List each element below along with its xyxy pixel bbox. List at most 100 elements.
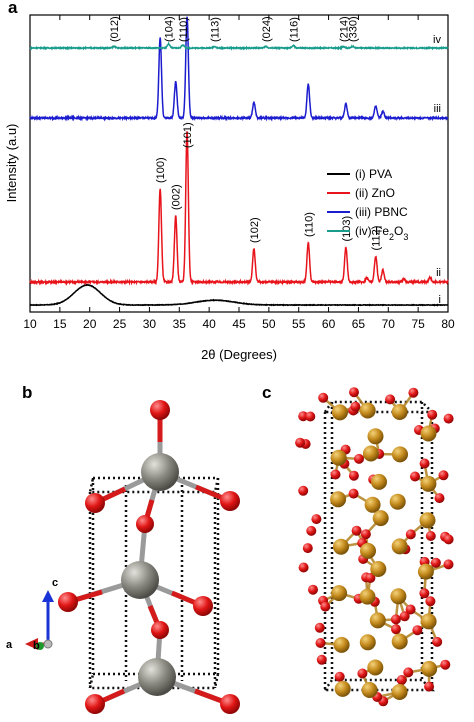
iron-atom [359, 402, 376, 419]
oxygen-atom [320, 601, 331, 612]
iron-atom [359, 634, 376, 651]
oxygen-atom [305, 411, 316, 422]
iron-atom [372, 510, 389, 527]
iron-atom [369, 612, 386, 629]
iron-atom [331, 404, 348, 421]
oxygen-atom [443, 534, 454, 545]
series-tag-iv: iv [433, 34, 441, 46]
series-tag-iii: iii [434, 103, 441, 115]
legend: (i) PVA (ii) ZnO (iii) PBNC (iv) Fe2O3 [327, 167, 408, 242]
oxygen-atom [351, 525, 362, 536]
axis-label-a: a [6, 639, 13, 651]
oxygen-atom [360, 529, 371, 540]
peak-label-layer: (100) (002) (101) (102) (110) (103) (112) (012)… [109, 16, 383, 250]
oxygen-atom [443, 559, 454, 570]
legend-label: (iii) PBNC [355, 205, 408, 219]
oxygen-atom [424, 681, 435, 692]
oxygen-atom [432, 636, 443, 647]
peak-label: (100) [155, 157, 167, 183]
oxygen-atom [298, 485, 309, 496]
peak-label: (110) [178, 17, 190, 42]
oxygen-atom [349, 387, 359, 398]
axis-label-b: b [33, 640, 40, 652]
axis-triad [25, 590, 54, 650]
iron-atom [361, 682, 378, 698]
series-layer [29, 16, 449, 307]
axis-label-c: c [52, 577, 58, 589]
iron-atom [360, 542, 376, 559]
peak-label: (116) [288, 17, 300, 42]
iron-atom [330, 449, 347, 466]
x-tick-label: 20 [83, 317, 97, 331]
x-tick-layer: 10 15 20 25 30 35 40 45 50 55 60 65 70 75 80 [23, 15, 455, 331]
oxygen-atom [399, 611, 410, 622]
x-tick-label: 30 [143, 317, 157, 331]
panel-label-a: a [8, 0, 18, 17]
series-tag-ii: ii [436, 267, 441, 279]
oxygen-atom [443, 413, 454, 424]
oxygen-atom [314, 622, 325, 633]
oxygen-atom [410, 471, 420, 482]
peak-label: (002) [171, 184, 183, 210]
oxygen-atom [425, 531, 436, 541]
x-tick-label: 60 [322, 317, 336, 331]
oxygen-atom [425, 596, 436, 607]
series-line-iii [29, 16, 449, 122]
x-tick-label: 65 [352, 317, 366, 331]
iron-atom [331, 585, 348, 602]
x-tick-label: 15 [53, 317, 67, 331]
oxygen-atom [396, 675, 407, 685]
peak-label: (012) [109, 16, 121, 42]
iron-atom [391, 404, 408, 420]
legend-label: (i) PVA [355, 167, 392, 181]
peak-label: (024) [261, 16, 273, 42]
oxygen-atom [438, 470, 449, 481]
iron-atom [392, 446, 408, 463]
x-axis-label: 2θ (Degrees) [201, 347, 277, 362]
x-tick-label: 75 [411, 317, 425, 331]
iron-atom [420, 613, 437, 630]
oxygen-atom [405, 604, 416, 615]
iron-atom [420, 425, 437, 442]
iron-atom [367, 659, 384, 676]
peak-label: (110) [303, 212, 315, 237]
iron-atom [370, 561, 387, 577]
peak-label: (214) [339, 16, 351, 42]
zno-unit-cell: c a b [6, 400, 240, 714]
oxygen-atom [330, 469, 341, 480]
oxygen-atom [405, 529, 416, 540]
series-line-i [29, 283, 449, 307]
x-tick-label: 10 [23, 317, 37, 331]
panel-label-c: c [262, 383, 272, 402]
oxygen-atom [334, 671, 345, 682]
peak-label: (104) [164, 16, 176, 42]
oxygen-atom [298, 562, 309, 573]
panel-label-b: b [22, 383, 33, 402]
iron-atom [371, 473, 387, 490]
oxygen-atoms [58, 400, 240, 714]
legend-label: (iv) Fe2O3 [355, 224, 408, 242]
oxygen-atom [354, 453, 364, 464]
series-tag-i: i [439, 294, 441, 306]
iron-atom [421, 660, 438, 677]
oxygen-atom [316, 654, 327, 665]
oxygen-atom [348, 488, 359, 499]
iron-atom [417, 563, 434, 580]
series-line-ii [29, 131, 449, 286]
peak-label: (102) [249, 217, 261, 243]
oxygen-atom [440, 659, 451, 670]
y-axis-label: Intensity (a.u) [4, 124, 19, 203]
oxygen-atom [419, 458, 430, 469]
x-tick-label: 50 [262, 317, 276, 331]
iron-atom [390, 588, 407, 605]
oxygen-atom [385, 394, 396, 405]
peak-label: (113) [210, 17, 222, 42]
x-tick-label: 25 [113, 317, 127, 331]
iron-atom [334, 680, 351, 697]
iron-atom [391, 684, 408, 700]
iron-atom [359, 588, 376, 605]
x-tick-label: 40 [202, 317, 216, 331]
xrd-chart: (100) (002) (101) (102) (110) (103) (112) (012)… [4, 14, 455, 362]
x-tick-label: 45 [232, 317, 246, 331]
